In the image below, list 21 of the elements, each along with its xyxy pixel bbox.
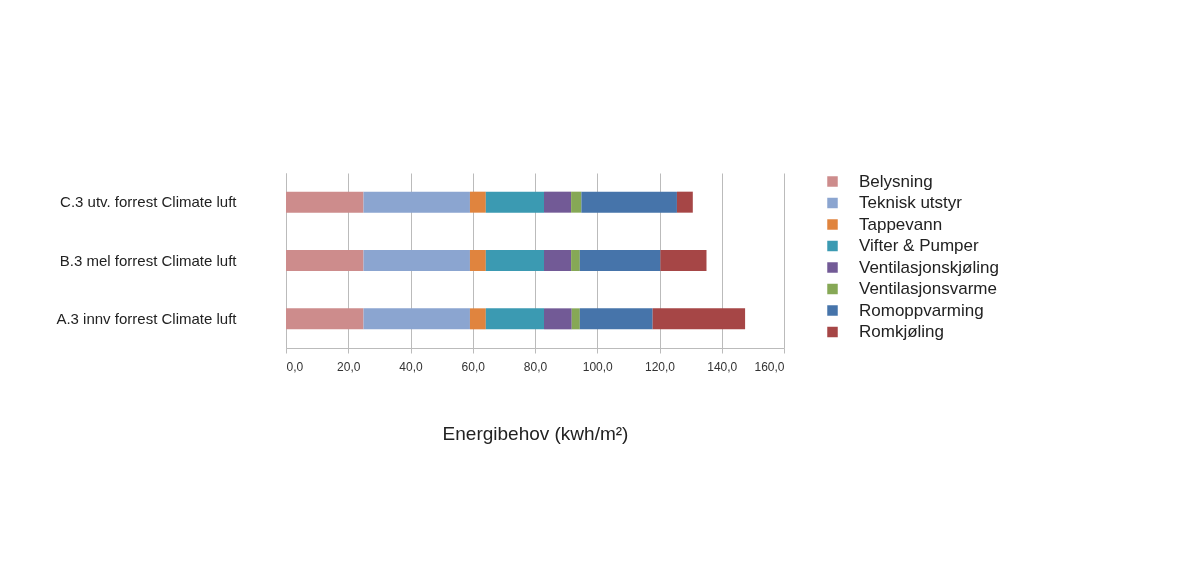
x-tick-label: 60,0	[461, 359, 486, 374]
legend-label: Ventilasjonsvarme	[859, 279, 997, 298]
x-axis-title: Energibehov (kwh/m²)	[442, 422, 629, 444]
legend-label: Tappevann	[859, 214, 943, 234]
x-tick-label: 40,0	[399, 359, 423, 374]
legend-label: Belysning	[859, 171, 933, 191]
legend-label: Romkjøling	[859, 322, 945, 341]
x-tick-label: 80,0	[523, 359, 548, 374]
x-tick-label: 160,0	[754, 359, 785, 374]
legend-label: Romoppvarming	[859, 300, 984, 320]
y-tick-label: B.3 mel forrest Climate luft	[59, 251, 238, 269]
legend-label: Vifter & Pumper	[859, 236, 980, 255]
legend-label: Teknisk utstyr	[859, 193, 963, 212]
x-tick-label: 120,0	[644, 359, 676, 374]
x-tick-label: 100,0	[582, 359, 614, 374]
y-tick-label: A.3 innv forrest Climate luft	[56, 309, 238, 327]
y-tick-label: C.3 utv. forrest Climate luft	[60, 193, 238, 211]
legend-label: Ventilasjonskjøling	[859, 257, 999, 277]
x-tick-label: 20,0	[337, 359, 361, 374]
x-tick-label: 0,0	[286, 359, 304, 374]
x-tick-label: 140,0	[707, 359, 738, 374]
